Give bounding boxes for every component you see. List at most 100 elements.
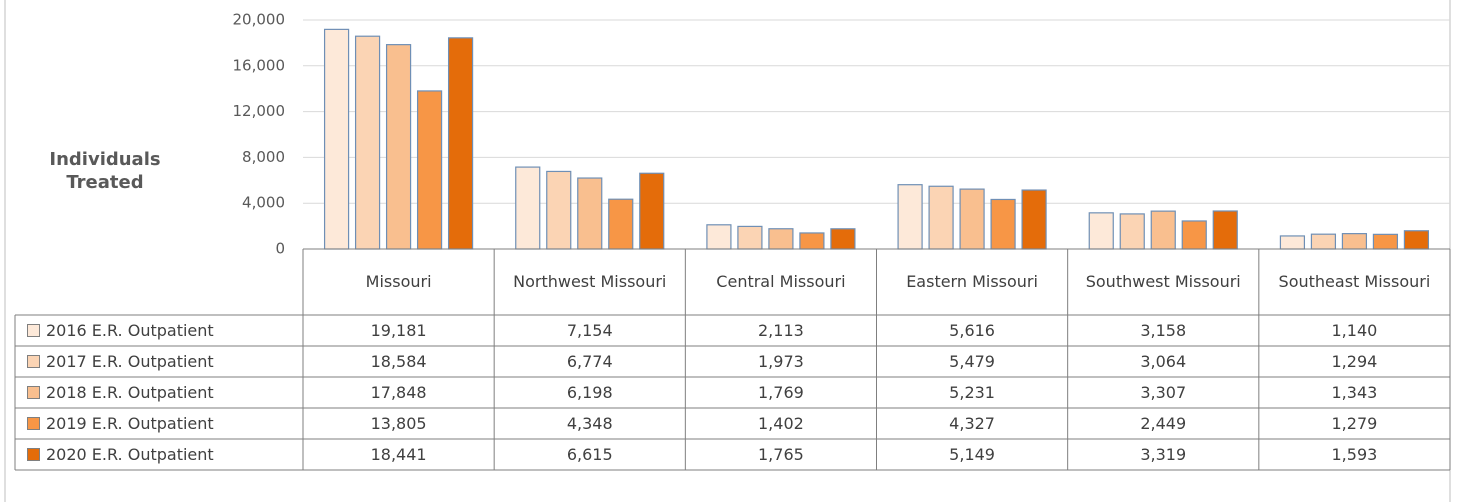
- legend-key: [27, 417, 40, 430]
- cell-text: 1,294: [1331, 351, 1378, 371]
- y-tick-label: 8,000: [242, 148, 285, 166]
- legend-entry: 2018 E.R. Outpatient: [15, 377, 303, 408]
- cell-text: 2,113: [758, 320, 804, 340]
- legend-entry: 2020 E.R. Outpatient: [15, 439, 303, 470]
- cell-text: Central Missouri: [716, 272, 846, 292]
- legend-label: 2020 E.R. Outpatient: [46, 444, 214, 464]
- value-label: 1,279: [1259, 408, 1450, 439]
- y-tick-label: 12,000: [233, 102, 286, 120]
- value-label: 1,973: [685, 346, 876, 377]
- cell-text: Missouri: [365, 272, 432, 292]
- value-label: 17,848: [303, 377, 494, 408]
- legend-label: 2016 E.R. Outpatient: [46, 320, 214, 340]
- value-label: 1,593: [1259, 439, 1450, 470]
- bar: [546, 170, 572, 250]
- category-label: Missouri: [313, 249, 484, 315]
- cell-text: 1,279: [1331, 413, 1378, 433]
- bar: [706, 224, 732, 250]
- value-label: 5,149: [877, 439, 1068, 470]
- bar: [990, 198, 1016, 250]
- cell-text: 4,348: [566, 413, 613, 433]
- bar: [608, 198, 634, 250]
- legend-key: [27, 324, 40, 337]
- value-label: 6,615: [494, 439, 685, 470]
- bar: [768, 228, 794, 250]
- cell-text: Northwest Missouri: [513, 272, 667, 292]
- legend-key: [27, 386, 40, 399]
- category-label: Southwest Missouri: [1078, 249, 1249, 315]
- cell-text: 1,593: [1331, 444, 1378, 464]
- bar: [639, 172, 665, 250]
- legend-label: 2017 E.R. Outpatient: [46, 351, 214, 371]
- y-tick-label: 0: [275, 240, 285, 258]
- cell-text: 3,158: [1140, 320, 1187, 340]
- legend-entry: 2019 E.R. Outpatient: [15, 408, 303, 439]
- bar: [1212, 210, 1238, 250]
- cell-text: 6,198: [566, 382, 613, 402]
- bar: [1372, 233, 1399, 250]
- cell-text: Southeast Missouri: [1278, 272, 1431, 292]
- legend-key: [27, 355, 40, 368]
- bar: [515, 166, 541, 250]
- cell-text: 17,848: [370, 382, 427, 402]
- cell-text: 18,441: [370, 444, 427, 464]
- value-label: 5,479: [877, 346, 1068, 377]
- bar: [1341, 233, 1368, 250]
- cell-text: 3,307: [1140, 382, 1187, 402]
- bar: [830, 228, 856, 250]
- value-label: 4,327: [877, 408, 1068, 439]
- legend-label: 2018 E.R. Outpatient: [46, 382, 214, 402]
- value-label: 1,343: [1259, 377, 1450, 408]
- value-label: 1,765: [685, 439, 876, 470]
- cell-text: 13,805: [370, 413, 427, 433]
- bar: [1119, 213, 1145, 250]
- legend-label: 2019 E.R. Outpatient: [46, 413, 214, 433]
- value-label: 7,154: [494, 315, 685, 346]
- value-label: 3,064: [1068, 346, 1259, 377]
- cell-text: 4,327: [949, 413, 995, 433]
- bar: [1279, 235, 1306, 250]
- cell-text: 1,343: [1331, 382, 1378, 402]
- bar: [1181, 220, 1207, 250]
- value-label: 5,616: [877, 315, 1068, 346]
- legend-key: [27, 448, 40, 461]
- value-label: 4,348: [494, 408, 685, 439]
- value-label: 2,449: [1068, 408, 1259, 439]
- cell-text: 1,140: [1331, 320, 1378, 340]
- cell-text: 19,181: [370, 320, 427, 340]
- legend-entry: 2016 E.R. Outpatient: [15, 315, 303, 346]
- cell-text: 6,615: [566, 444, 613, 464]
- y-axis-label: Individuals Treated: [49, 149, 161, 194]
- bar: [1150, 210, 1176, 250]
- cell-text: 6,774: [566, 351, 613, 371]
- category-label: Central Missouri: [695, 249, 866, 315]
- y-tick-label: 16,000: [233, 56, 286, 74]
- y-tick-label: 4,000: [242, 194, 285, 212]
- bar: [928, 185, 954, 250]
- value-label: 3,319: [1068, 439, 1259, 470]
- value-label: 2,113: [685, 315, 876, 346]
- cell-text: 3,064: [1140, 351, 1187, 371]
- cell-text: 18,584: [370, 351, 427, 371]
- cell-text: 1,402: [758, 413, 804, 433]
- cell-text: 7,154: [566, 320, 613, 340]
- value-label: 1,140: [1259, 315, 1450, 346]
- bar: [447, 37, 474, 250]
- y-tick-label: 20,000: [233, 11, 286, 29]
- bar: [577, 177, 603, 250]
- cell-text: 1,769: [758, 382, 804, 402]
- cell-text: 3,319: [1140, 444, 1187, 464]
- cell-text: 1,973: [758, 351, 804, 371]
- cell-text: 2,449: [1140, 413, 1187, 433]
- cell-text: 1,765: [758, 444, 804, 464]
- cell-text: 5,149: [949, 444, 995, 464]
- cell-text: 5,616: [949, 320, 995, 340]
- value-label: 6,774: [494, 346, 685, 377]
- value-label: 6,198: [494, 377, 685, 408]
- bar: [737, 225, 763, 250]
- value-label: 18,584: [303, 346, 494, 377]
- bar: [323, 28, 350, 250]
- bar: [1310, 233, 1337, 250]
